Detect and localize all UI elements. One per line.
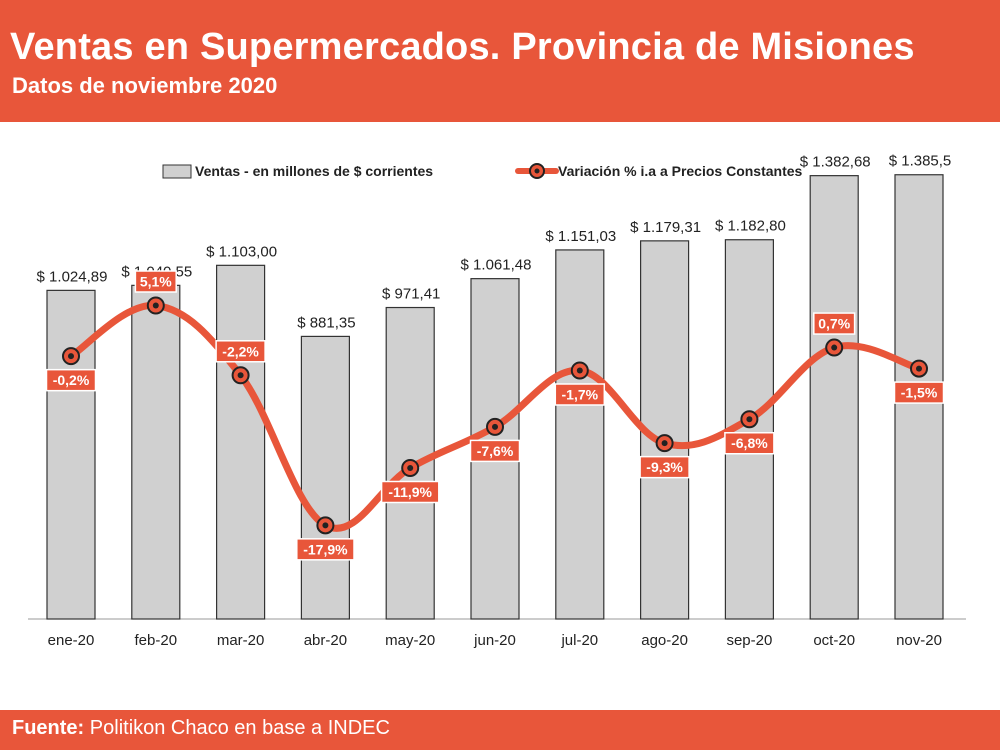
legend-bar-label: Ventas - en millones de $ corrientes: [195, 163, 433, 179]
bar-abr-20: [300, 335, 350, 620]
line-marker-dot: [407, 464, 414, 471]
bar-value-label: $ 881,35: [297, 314, 355, 331]
bar-value-label: $ 971,41: [382, 286, 440, 303]
variation-label-box: [296, 538, 355, 561]
x-tick-label: oct-20: [813, 632, 855, 649]
variation-label-box: [215, 340, 266, 363]
x-tick-label: may-20: [385, 632, 435, 649]
x-tick-label: ene-20: [48, 632, 95, 649]
legend-line-marker-dot: [534, 168, 540, 174]
header-banner: Ventas en Supermercados. Provincia de Mi…: [0, 0, 1000, 122]
bar-value-label: $ 1.179,31: [630, 219, 701, 236]
x-tick-label: sep-20: [726, 632, 772, 649]
line-marker-dot: [576, 367, 583, 374]
line-marker-dot: [152, 302, 159, 309]
bar-value-label: $ 1.385,5: [889, 153, 952, 170]
bar-value-label: $ 1.151,03: [545, 228, 616, 245]
x-tick-label: jul-20: [560, 632, 598, 649]
bar-value-label: $ 1.182,80: [715, 218, 786, 235]
chart-legend: Ventas - en millones de $ corrientes Var…: [162, 163, 803, 179]
variation-label-ene-20: -0,2%: [53, 372, 90, 388]
x-tick-label: feb-20: [135, 632, 178, 649]
variation-label-box: [380, 480, 440, 504]
bar-value-label: $ 1.061,48: [461, 257, 532, 274]
bar-oct-20: [809, 175, 859, 620]
variation-label-box: [554, 383, 606, 406]
variation-label-sep-20: -6,8%: [731, 435, 768, 451]
variation-label-mar-20: -2,2%: [222, 343, 259, 359]
bar-jul-20: [555, 249, 605, 620]
footer-source-text: Politikon Chaco en base a INDEC: [89, 717, 390, 739]
legend-bar-swatch: [162, 164, 192, 179]
legend-line-label: Variación % i.a a Precios Constantes: [558, 163, 803, 179]
bar-feb-20: [131, 284, 181, 620]
line-marker-dot: [831, 344, 838, 351]
variation-label-may-20: -11,9%: [388, 484, 432, 500]
footer-banner: Fuente: Politikon Chaco en base a INDEC: [0, 710, 1000, 750]
variation-label-abr-20: -17,9%: [303, 541, 348, 557]
footer-source-label: Fuente:: [12, 717, 85, 739]
line-marker-dot: [68, 353, 74, 360]
bar-mar-20: [216, 264, 266, 620]
x-tick-label: abr-20: [304, 632, 347, 649]
variation-label-box: [893, 381, 945, 404]
variation-label-box: [45, 368, 97, 392]
bar-value-label: $ 1.382,68: [800, 154, 871, 171]
x-tick-label: jun-20: [473, 632, 516, 649]
variation-label-jun-20: -7,6%: [477, 443, 514, 459]
variation-label-feb-20: 5,1%: [140, 274, 172, 290]
page-subtitle: Datos de noviembre 2020: [12, 73, 278, 98]
variation-label-box: [813, 312, 856, 335]
line-marker-dot: [661, 440, 668, 447]
line-marker-dot: [916, 365, 922, 372]
variation-label-oct-20: 0,7%: [818, 316, 850, 332]
line-marker-dot: [492, 423, 498, 430]
footer-source: Fuente: Politikon Chaco en base a INDEC: [12, 717, 390, 740]
variation-label-box: [134, 270, 177, 293]
line-marker-dot: [746, 416, 753, 423]
variation-label-box: [469, 439, 521, 463]
variation-label-nov-20: -1,5%: [901, 385, 938, 401]
page-title: Ventas en Supermercados. Provincia de Mi…: [10, 26, 915, 68]
variation-label-box: [639, 455, 690, 479]
chart: Ventas - en millones de $ corrientes Var…: [28, 153, 966, 649]
labels-layer: -0,2% 5,1% -2,2% -17,9% -11,9% -7,6% -1,7% -9,3…: [45, 270, 945, 561]
variation-label-jul-20: -1,7%: [562, 387, 599, 403]
variation-label-box: [724, 431, 775, 455]
bar-value-label: $ 1.103,00: [206, 243, 277, 260]
line-marker-dot: [322, 522, 329, 529]
bar-value-label: $ 1.024,89: [37, 268, 108, 285]
x-tick-label: nov-20: [896, 632, 942, 649]
x-tick-label: mar-20: [217, 632, 265, 649]
line-marker-dot: [237, 372, 244, 379]
x-tick-label: ago-20: [641, 632, 688, 649]
variation-label-ago-20: -9,3%: [646, 459, 683, 475]
